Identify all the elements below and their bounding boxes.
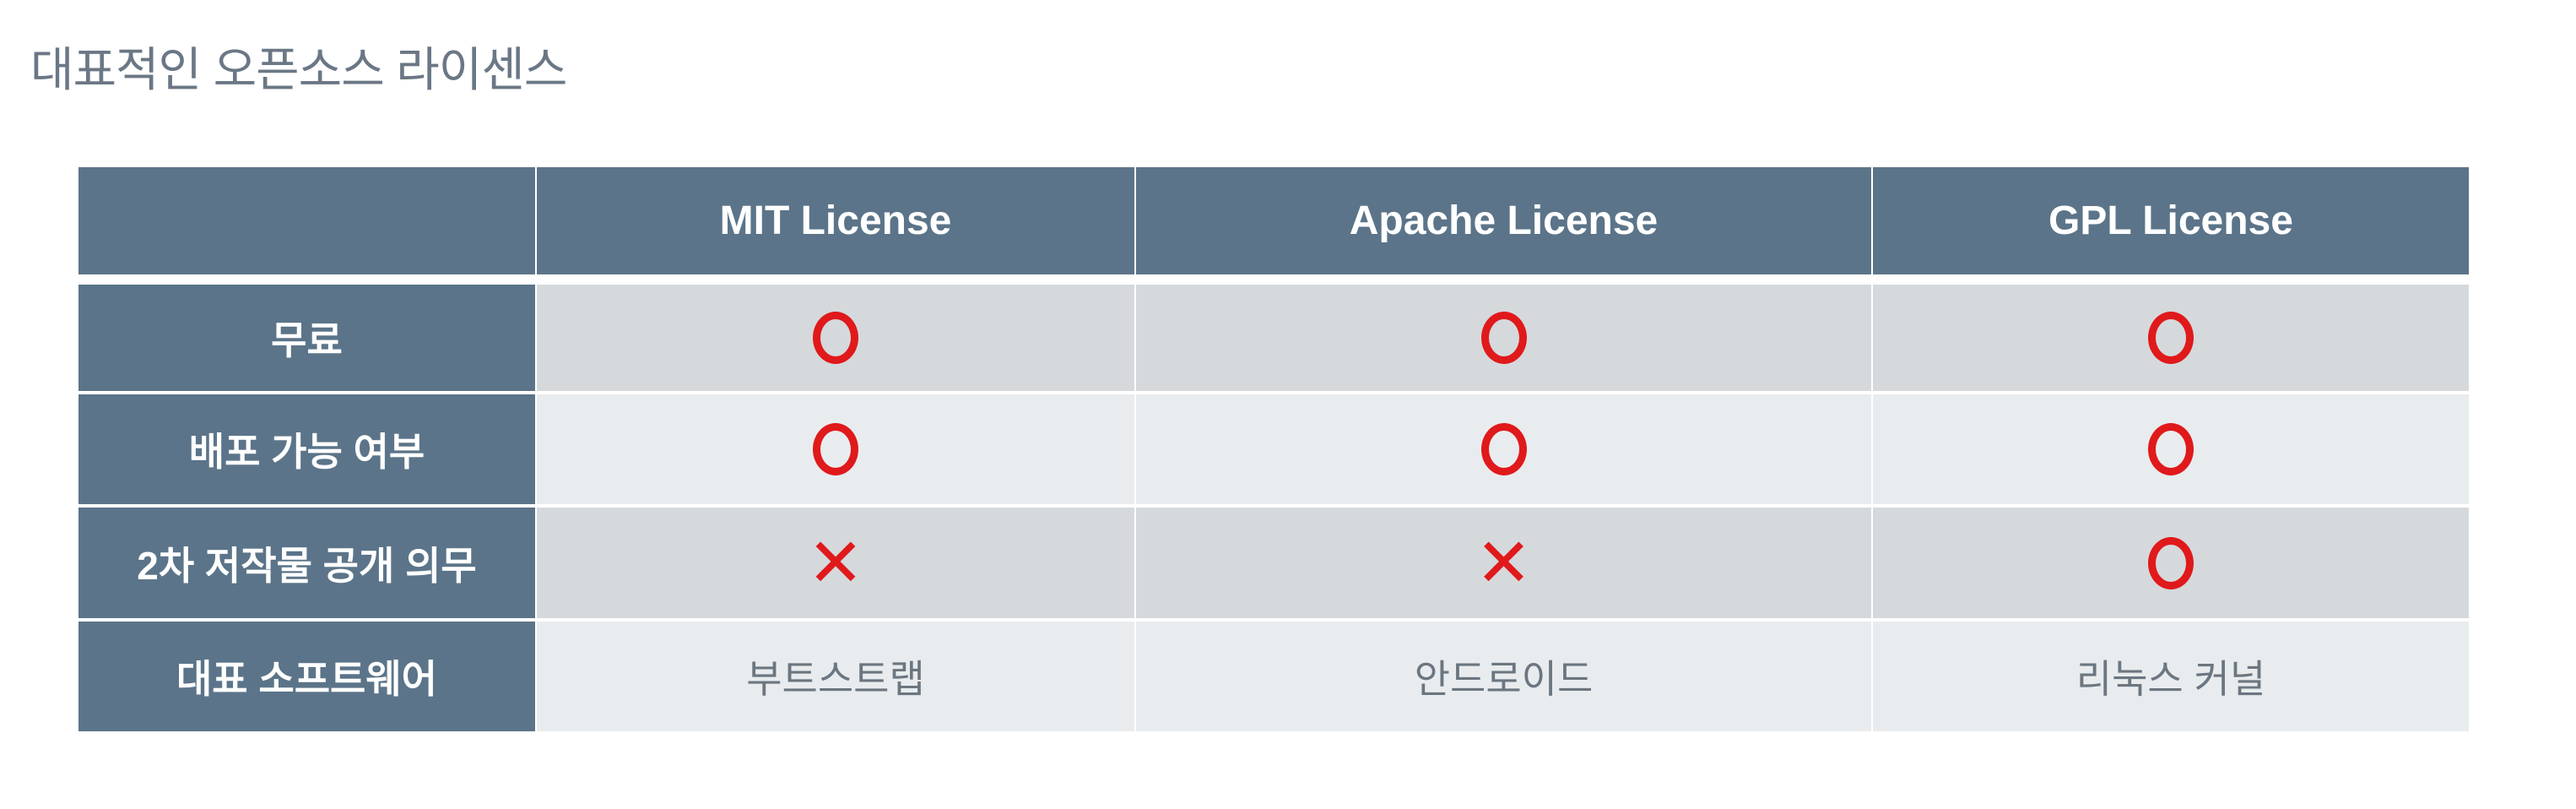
row-header: 대표 소프트웨어 — [78, 622, 535, 731]
column-header: Apache License — [1136, 167, 1871, 274]
table-cell: ✕ — [537, 508, 1134, 618]
column-header — [78, 167, 535, 274]
cross-no-icon: ✕ — [807, 524, 864, 600]
table-cell — [1873, 508, 2469, 618]
row-header: 배포 가능 여부 — [78, 394, 535, 504]
table-cell — [537, 394, 1134, 504]
circle-yes-icon — [2148, 423, 2194, 475]
row-header: 2차 저작물 공개 의무 — [78, 508, 535, 618]
cell-text: 안드로이드 — [1414, 657, 1594, 701]
circle-yes-icon — [813, 312, 858, 364]
circle-yes-icon — [2148, 312, 2194, 364]
row-header: 무료 — [78, 285, 535, 391]
table-cell — [1136, 394, 1871, 504]
page-title: 대표적인 오픈소스 라이센스 — [30, 43, 567, 96]
table-cell: 안드로이드 — [1136, 622, 1871, 731]
table-cell — [1136, 285, 1871, 391]
table-cell: 부트스트랩 — [537, 622, 1134, 731]
column-header: MIT License — [537, 167, 1134, 274]
table-cell: ✕ — [1136, 508, 1871, 618]
table-cell — [1873, 285, 2469, 391]
cell-text: 부트스트랩 — [746, 657, 925, 701]
circle-yes-icon — [2148, 536, 2194, 589]
cross-no-icon: ✕ — [1475, 524, 1533, 600]
circle-yes-icon — [1480, 423, 1527, 475]
table-cell: 리눅스 커널 — [1873, 622, 2469, 731]
circle-yes-icon — [1480, 312, 1527, 364]
cell-text: 리눅스 커널 — [2075, 657, 2266, 701]
column-header: GPL License — [1873, 167, 2469, 274]
table-cell — [1873, 394, 2469, 504]
circle-yes-icon — [813, 423, 858, 475]
table-cell — [537, 285, 1134, 391]
